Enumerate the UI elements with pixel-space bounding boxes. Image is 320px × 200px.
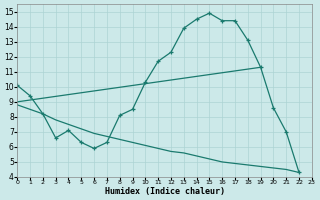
X-axis label: Humidex (Indice chaleur): Humidex (Indice chaleur): [105, 187, 225, 196]
